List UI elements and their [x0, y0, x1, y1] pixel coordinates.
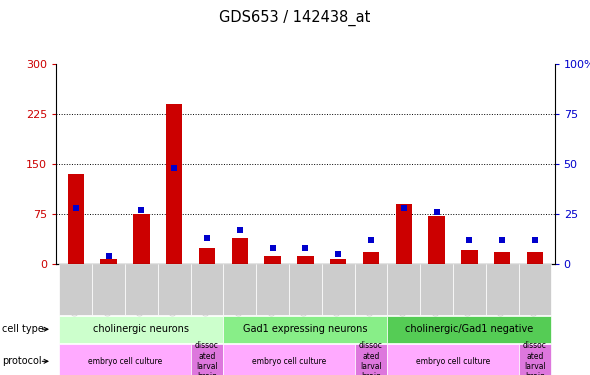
Point — [235, 227, 244, 233]
Point — [137, 207, 146, 213]
Bar — [494, 252, 510, 264]
Point — [300, 245, 310, 251]
Bar — [428, 216, 445, 264]
Text: cholinergic neurons: cholinergic neurons — [93, 324, 189, 334]
Text: protocol: protocol — [2, 356, 41, 366]
Point — [202, 235, 212, 241]
Point — [399, 205, 408, 211]
Bar — [231, 238, 248, 264]
Point — [104, 254, 113, 260]
Text: dissoc
ated
larval
brain: dissoc ated larval brain — [523, 341, 547, 375]
Point — [432, 209, 441, 215]
Text: dissoc
ated
larval
brain: dissoc ated larval brain — [359, 341, 383, 375]
Text: embryo cell culture: embryo cell culture — [416, 357, 490, 366]
Text: cell type: cell type — [2, 324, 44, 334]
Point — [71, 205, 80, 211]
Text: Gad1 expressing neurons: Gad1 expressing neurons — [243, 324, 368, 334]
Bar — [264, 256, 281, 264]
Bar — [297, 256, 313, 264]
Bar — [67, 174, 84, 264]
Point — [464, 237, 474, 243]
Point — [169, 165, 179, 171]
Text: embryo cell culture: embryo cell culture — [88, 357, 162, 366]
Bar — [527, 252, 543, 264]
Bar — [363, 252, 379, 264]
Text: GDS653 / 142438_at: GDS653 / 142438_at — [219, 9, 371, 26]
Point — [530, 237, 540, 243]
Bar — [133, 214, 149, 264]
Text: dissoc
ated
larval
brain: dissoc ated larval brain — [195, 341, 219, 375]
Text: cholinergic/Gad1 negative: cholinergic/Gad1 negative — [405, 324, 533, 334]
Bar — [199, 248, 215, 264]
Bar — [166, 104, 182, 264]
Text: embryo cell culture: embryo cell culture — [252, 357, 326, 366]
Bar — [100, 259, 117, 264]
Point — [366, 237, 376, 243]
Point — [268, 245, 277, 251]
Point — [497, 237, 507, 243]
Bar — [330, 259, 346, 264]
Bar — [461, 250, 477, 264]
Bar — [395, 204, 412, 264]
Point — [333, 251, 343, 257]
